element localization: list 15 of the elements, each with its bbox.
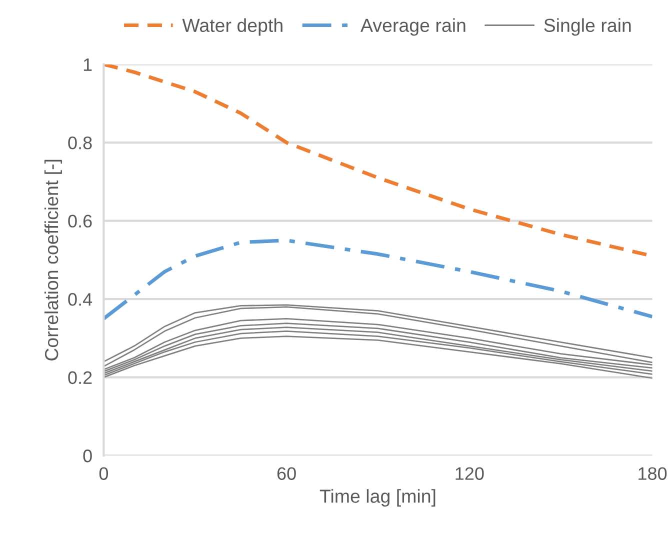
- x-tick-label: 120: [456, 467, 484, 480]
- y-axis-title: Correlation coefficient [-]: [44, 160, 62, 360]
- y-tick-label: 0.8: [68, 136, 92, 150]
- legend-label: Single rain: [544, 18, 631, 36]
- y-tick-label: 0.6: [68, 214, 92, 228]
- legend-label: Water depth: [182, 18, 282, 36]
- y-tick-label: 0: [83, 450, 92, 462]
- y-tick-label: 0.2: [68, 371, 92, 384]
- x-tick-label: 0: [99, 467, 108, 480]
- y-tick-label: 1: [84, 58, 92, 71]
- legend-label: Average rain: [360, 18, 466, 36]
- y-tick-label: 0.4: [68, 293, 92, 306]
- x-tick-label: 60: [277, 467, 296, 480]
- x-tick-label: 180: [638, 467, 667, 480]
- x-axis-title: Time lag [min]: [320, 489, 436, 507]
